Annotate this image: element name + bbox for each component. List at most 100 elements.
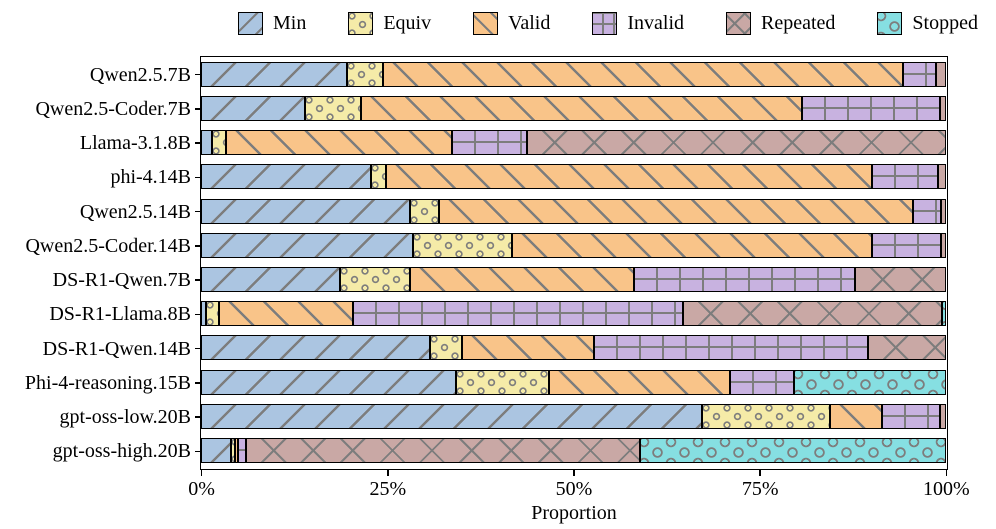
y-tick-mark: [195, 313, 200, 316]
bar-segment-min: [201, 301, 207, 327]
bar-segment-invalid: [238, 438, 246, 464]
y-tick-label: gpt-oss-high.20B: [52, 440, 191, 463]
bar-segment-min: [201, 335, 430, 361]
bar-segment-repeated: [941, 232, 946, 258]
bar-segment-valid: [383, 61, 903, 87]
y-tick-label: Qwen2.5-Coder.14B: [25, 234, 191, 257]
bar-segment-invalid: [594, 335, 869, 361]
bar-segment-equiv: [413, 232, 512, 258]
bar-segment-min: [201, 198, 410, 224]
x-tick-label: 100%: [923, 478, 970, 500]
legend-swatch-stopped: [877, 11, 903, 35]
legend-item-min: Min: [238, 11, 306, 35]
x-tick-label: 75%: [741, 478, 779, 500]
y-tick-label: DS-R1-Llama.8B: [49, 303, 191, 326]
x-tick-mark: [200, 470, 203, 476]
bar-segment-invalid: [872, 232, 942, 258]
bar-segment-invalid: [352, 301, 683, 327]
bar-segment-equiv: [212, 130, 226, 156]
bar-segment-equiv: [230, 438, 235, 464]
y-tick-label: Phi-4-reasoning.15B: [24, 371, 191, 394]
x-tick-label: 50%: [555, 478, 593, 500]
bar-row-ds-r1-qwen.14b: [201, 335, 947, 361]
bar-segment-valid: [361, 95, 803, 121]
y-tick-label: Llama-3.1.8B: [79, 132, 191, 155]
y-tick-mark: [195, 279, 200, 281]
bar-segment-invalid: [913, 198, 941, 224]
bar-segment-min: [201, 438, 231, 464]
bar-segment-invalid: [902, 61, 937, 87]
legend-item-stopped: Stopped: [877, 11, 978, 35]
bar-segment-repeated: [245, 438, 641, 464]
legend-item-valid: Valid: [473, 11, 551, 35]
bar-row-qwen2.5-coder.14b: [201, 232, 947, 258]
bar-segment-valid: [234, 438, 239, 464]
bar-segment-equiv: [340, 267, 411, 293]
bar-segment-invalid: [872, 164, 939, 190]
plot-area: [200, 56, 948, 470]
bar-segment-invalid: [633, 267, 855, 293]
legend-label: Equiv: [383, 12, 432, 34]
bar-segment-repeated: [854, 267, 946, 293]
bar-row-gpt-oss-high.20b: [201, 438, 947, 464]
y-tick-mark: [195, 416, 200, 418]
bar-segment-equiv: [346, 61, 384, 87]
bar-segment-min: [201, 95, 305, 121]
y-tick-mark: [195, 176, 200, 179]
bar-segment-repeated: [940, 198, 946, 224]
bar-row-llama-3.1.8b: [201, 130, 947, 156]
legend-swatch-invalid: [592, 11, 618, 35]
bar-segment-equiv: [429, 335, 463, 361]
legend-swatch-equiv: [348, 11, 374, 35]
bar-segment-stopped: [942, 301, 946, 327]
bar-segment-equiv: [304, 95, 362, 121]
x-tick-mark: [759, 470, 761, 476]
bar-segment-valid: [548, 369, 730, 395]
bar-segment-equiv: [409, 198, 439, 224]
legend-swatch-min: [238, 11, 263, 35]
y-tick-label: Qwen2.5-Coder.7B: [35, 97, 191, 120]
bar-segment-invalid: [729, 369, 794, 395]
legend-label: Valid: [508, 12, 551, 34]
legend-item-equiv: Equiv: [348, 11, 432, 35]
bar-segment-repeated: [682, 301, 943, 327]
legend-item-invalid: Invalid: [592, 11, 684, 35]
bar-segment-valid: [410, 267, 634, 293]
bar-segment-repeated: [936, 61, 946, 87]
legend-swatch-valid: [473, 11, 499, 35]
y-tick-mark: [195, 245, 200, 247]
bar-segment-valid: [386, 164, 873, 190]
bar-row-gpt-oss-low.20b: [201, 403, 947, 429]
bar-segment-invalid: [882, 403, 940, 429]
bar-row-ds-r1-qwen.7b: [201, 267, 947, 293]
y-tick-mark: [195, 210, 200, 213]
bar-segment-equiv: [370, 164, 387, 190]
bar-segment-valid: [462, 335, 595, 361]
bar-segment-min: [201, 164, 371, 190]
y-tick-label: Qwen2.5.14B: [79, 200, 191, 223]
x-tick-label: 25%: [369, 478, 407, 500]
legend-item-repeated: Repeated: [726, 11, 835, 35]
bar-segment-min: [201, 130, 213, 156]
y-tick-mark: [195, 108, 200, 110]
bar-row-qwen2.5-coder.7b: [201, 95, 947, 121]
legend-label: Stopped: [912, 12, 978, 34]
bar-row-phi-4.14b: [201, 164, 947, 190]
bar-segment-equiv: [206, 301, 219, 327]
x-tick-mark: [387, 470, 389, 476]
bar-segment-repeated: [527, 130, 946, 156]
bar-segment-valid: [830, 403, 883, 429]
bar-segment-valid: [438, 198, 914, 224]
bar-segment-min: [201, 403, 702, 429]
bar-segment-repeated: [939, 95, 946, 121]
y-tick-mark: [195, 347, 200, 350]
bar-row-ds-r1-llama.8b: [201, 301, 947, 327]
bar-row-qwen2.5.14b: [201, 198, 947, 224]
y-tick-mark: [195, 382, 200, 384]
y-tick-label: DS-R1-Qwen.14B: [42, 337, 191, 360]
y-tick-label: DS-R1-Qwen.7B: [52, 269, 191, 292]
bar-segment-repeated: [938, 164, 946, 190]
bar-segment-equiv: [701, 403, 831, 429]
y-tick-mark: [195, 73, 200, 76]
